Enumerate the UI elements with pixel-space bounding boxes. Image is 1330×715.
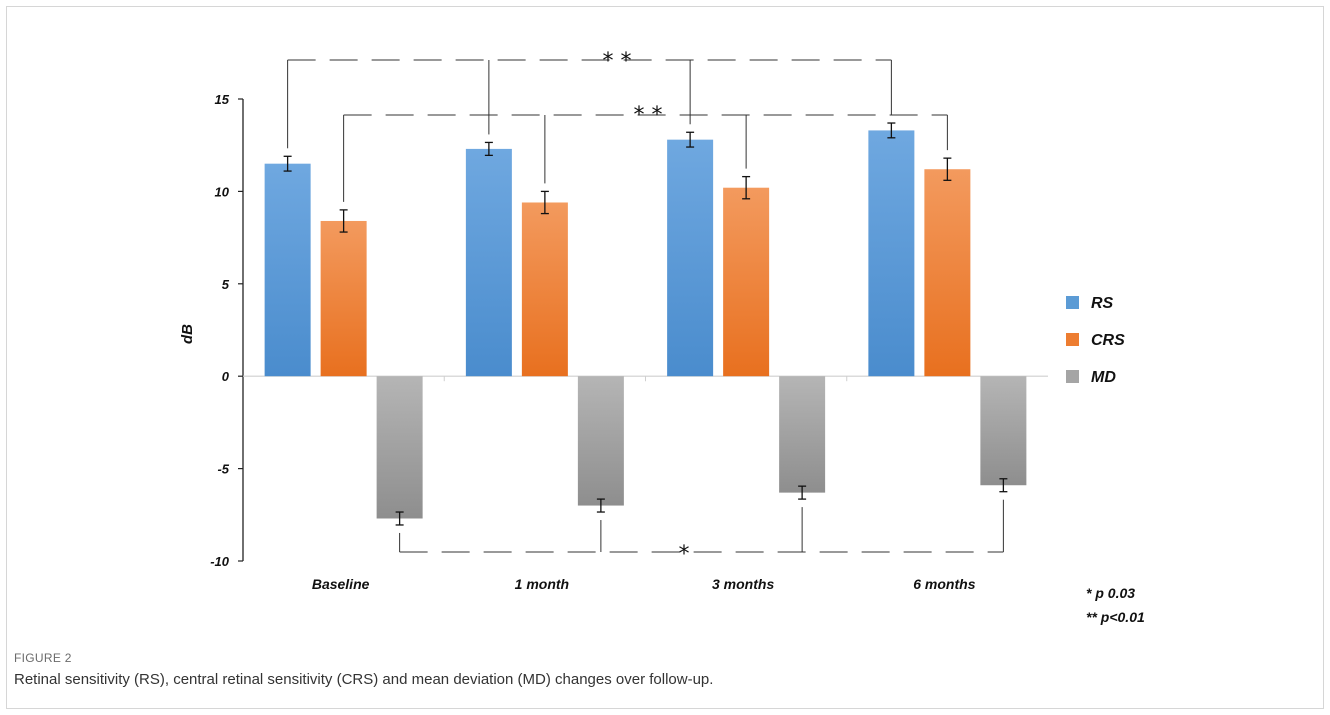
- error-bar: [339, 209, 348, 233]
- chart-legend: RS CRS MD: [1066, 295, 1125, 386]
- significance-marker: *: [679, 542, 690, 567]
- x-tick-label: 3 months: [712, 576, 774, 592]
- error-bar: [686, 131, 695, 148]
- figure-frame: [6, 6, 1324, 709]
- significance-marker: * *: [634, 103, 663, 128]
- error-bar: [596, 498, 605, 513]
- legend-label: RS: [1091, 295, 1114, 312]
- error-bar: [742, 175, 751, 200]
- bar-rs: [868, 130, 915, 377]
- y-tick-label: 10: [215, 184, 230, 199]
- error-bar: [540, 190, 549, 215]
- legend-item-crs: CRS: [1066, 332, 1125, 349]
- error-bar: [395, 511, 404, 526]
- bar-chart: 15 10 5 0 -5 -10 Baseline 1 month 3 months 6 mont…: [179, 49, 1145, 625]
- bracket-md: *: [399, 499, 1004, 567]
- y-tick-label: -10: [210, 554, 230, 569]
- error-bar: [887, 122, 896, 139]
- bracket-rs: * *: [287, 49, 892, 149]
- error-bar: [283, 155, 292, 172]
- y-tick-label: -5: [217, 462, 229, 477]
- bar-crs: [320, 220, 367, 377]
- significance-note: ** p<0.01: [1086, 609, 1145, 625]
- significance-brackets: * * * * *: [287, 49, 1004, 567]
- chart-axes: 15 10 5 0 -5 -10 Baseline 1 month 3 months 6 mont…: [210, 92, 1048, 592]
- error-bar: [943, 157, 952, 181]
- significance-marker: * *: [603, 49, 632, 74]
- x-tick-label: 1 month: [515, 576, 569, 592]
- figure-label: FIGURE 2: [14, 651, 72, 665]
- legend-label: CRS: [1091, 332, 1125, 349]
- y-axis-label: dB: [179, 324, 196, 344]
- significance-notes: * p 0.03 ** p<0.01: [1086, 585, 1145, 625]
- legend-swatch: [1066, 296, 1079, 309]
- legend-swatch: [1066, 333, 1079, 346]
- error-bar: [484, 141, 493, 157]
- x-tick-label: Baseline: [312, 576, 370, 592]
- error-bar: [999, 478, 1008, 493]
- bar-md: [980, 376, 1027, 486]
- chart-bars: [264, 122, 1027, 526]
- bar-rs: [264, 163, 311, 377]
- y-tick-label: 5: [222, 277, 230, 292]
- figure-caption: Retinal sensitivity (RS), central retina…: [14, 671, 714, 688]
- y-tick-label: 15: [215, 92, 230, 107]
- bar-rs: [667, 139, 714, 377]
- error-bar: [798, 485, 807, 500]
- bar-crs: [924, 169, 971, 377]
- y-tick-label: 0: [222, 369, 230, 384]
- bar-md: [376, 376, 423, 519]
- bar-md: [577, 376, 624, 506]
- legend-swatch: [1066, 370, 1079, 383]
- bar-rs: [465, 148, 512, 377]
- legend-item-md: MD: [1066, 369, 1116, 386]
- legend-item-rs: RS: [1066, 295, 1114, 312]
- x-tick-label: 6 months: [913, 576, 975, 592]
- bracket-crs: * *: [343, 103, 948, 202]
- bar-crs: [521, 202, 568, 377]
- significance-note: * p 0.03: [1086, 585, 1135, 601]
- bar-crs: [723, 187, 770, 377]
- bar-md: [779, 376, 826, 493]
- legend-label: MD: [1091, 369, 1116, 386]
